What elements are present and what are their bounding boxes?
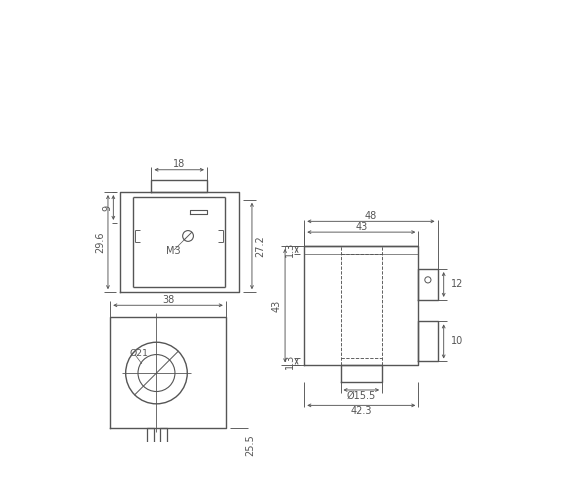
- Text: 43: 43: [355, 222, 367, 232]
- Text: 25.5: 25.5: [246, 434, 255, 456]
- Text: M3: M3: [167, 247, 181, 256]
- Text: 12: 12: [451, 279, 464, 289]
- Text: 1.3: 1.3: [285, 354, 296, 369]
- Text: 10: 10: [451, 336, 463, 346]
- Text: 42.3: 42.3: [351, 406, 372, 416]
- Text: 18: 18: [173, 159, 185, 168]
- Text: 29.6: 29.6: [95, 232, 105, 253]
- Text: 9: 9: [102, 204, 112, 211]
- Text: 48: 48: [365, 211, 377, 221]
- Text: 38: 38: [162, 295, 174, 305]
- Text: 1.3: 1.3: [285, 242, 296, 257]
- Text: Ø21: Ø21: [129, 348, 148, 357]
- Text: 43: 43: [271, 300, 282, 312]
- Text: Ø15.5: Ø15.5: [347, 391, 376, 401]
- Text: 27.2: 27.2: [255, 235, 266, 257]
